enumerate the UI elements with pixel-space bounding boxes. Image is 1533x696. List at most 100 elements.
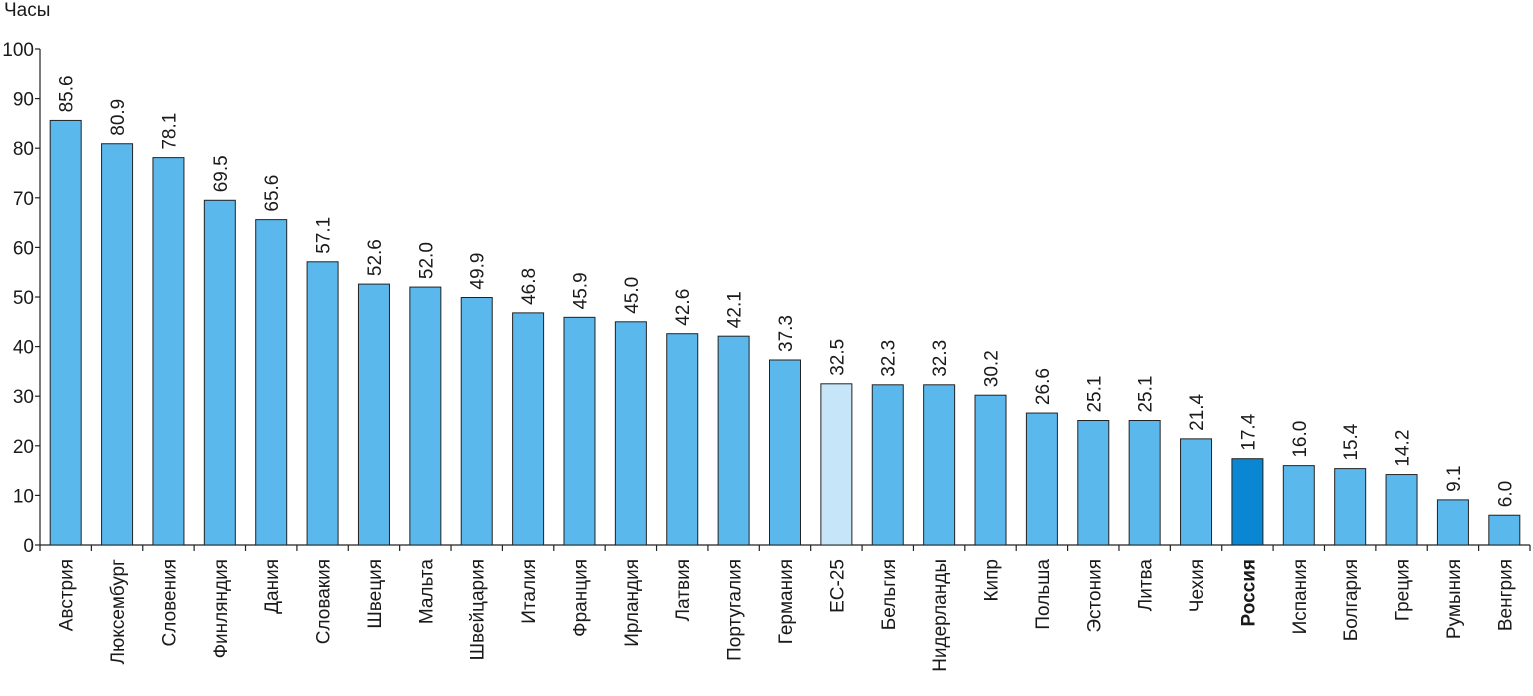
- category-label: Германия: [776, 559, 797, 644]
- bar: [512, 312, 545, 546]
- bar: [820, 383, 853, 546]
- category-label: Эстония: [1084, 559, 1105, 633]
- data-label: 49.9: [468, 253, 489, 290]
- category-label: Литва: [1136, 559, 1157, 612]
- bar: [1231, 458, 1264, 546]
- data-label: 45.9: [570, 272, 591, 309]
- y-tick-label: 20: [13, 437, 34, 458]
- category-label: Венгрия: [1495, 559, 1516, 631]
- category-label: Словения: [159, 559, 180, 646]
- data-label: 65.6: [262, 175, 283, 212]
- bar: [563, 316, 596, 546]
- bar: [203, 199, 236, 546]
- category-label: Чехия: [1187, 559, 1208, 612]
- data-label: 37.3: [776, 315, 797, 352]
- data-label: 78.1: [159, 113, 180, 150]
- category-label: Швейцария: [468, 559, 489, 660]
- data-label: 32.3: [879, 340, 900, 377]
- bar: [717, 335, 750, 546]
- data-label: 57.1: [314, 217, 335, 254]
- category-label: Греция: [1393, 559, 1414, 621]
- data-label: 69.5: [211, 155, 232, 192]
- bar: [255, 219, 288, 546]
- category-label: Испания: [1290, 559, 1311, 634]
- data-label: 32.5: [827, 339, 848, 376]
- data-label: 14.2: [1393, 430, 1414, 467]
- y-tick-label: 10: [13, 486, 34, 507]
- bar: [614, 321, 647, 546]
- bar: [923, 384, 956, 546]
- chart-category-labels: Австрия Люксембург Словения Финляндия Дания С…: [57, 559, 1517, 672]
- data-label: 26.6: [1033, 368, 1054, 405]
- data-label: 52.0: [416, 242, 437, 279]
- bar: [1025, 412, 1058, 546]
- category-label: Дания: [262, 559, 283, 614]
- category-label: Россия: [1238, 559, 1259, 626]
- category-label: Словакия: [314, 559, 335, 644]
- bar: [1128, 420, 1161, 546]
- category-label: Люксембург: [108, 559, 129, 664]
- bar: [1077, 420, 1110, 546]
- bar: [871, 384, 904, 546]
- bar: [101, 143, 134, 546]
- bar: [306, 261, 339, 546]
- category-label: Финляндия: [211, 559, 232, 658]
- category-label: Румыния: [1444, 559, 1465, 639]
- category-label: Мальта: [416, 559, 437, 625]
- bar: [666, 333, 699, 546]
- bar: [1385, 474, 1418, 546]
- data-label: 32.3: [930, 340, 951, 377]
- category-label: Болгария: [1341, 559, 1362, 641]
- chart-bars: [49, 119, 1521, 546]
- category-label: Португалия: [725, 559, 746, 661]
- category-label: Италия: [519, 559, 540, 624]
- bar: [1488, 514, 1521, 546]
- y-tick-label: 60: [13, 238, 34, 259]
- bar: [152, 157, 185, 546]
- bar: [357, 283, 390, 546]
- bar: [1436, 499, 1469, 546]
- data-label: 15.4: [1341, 423, 1362, 460]
- y-tick-label: 100: [2, 40, 34, 61]
- category-label: Швеция: [365, 559, 386, 629]
- bar: [409, 286, 442, 546]
- y-tick-label: 50: [13, 288, 34, 309]
- data-label: 9.1: [1444, 465, 1465, 491]
- bar: [1282, 465, 1315, 546]
- category-label: Латвия: [673, 559, 694, 621]
- category-label: Бельгия: [879, 559, 900, 630]
- category-label: Кипр: [982, 559, 1003, 602]
- data-label: 25.1: [1084, 376, 1105, 413]
- data-label: 6.0: [1495, 481, 1516, 507]
- data-label: 46.8: [519, 268, 540, 305]
- y-axis-title: Часы: [4, 0, 51, 21]
- y-tick-label: 30: [13, 387, 34, 408]
- data-label: 25.1: [1136, 376, 1157, 413]
- data-label: 42.1: [725, 291, 746, 328]
- data-label: 42.6: [673, 289, 694, 326]
- category-label: Австрия: [57, 559, 78, 631]
- category-label: Ирландия: [622, 559, 643, 647]
- category-label: Франция: [570, 559, 591, 637]
- y-tick-label: 0: [23, 536, 34, 557]
- y-tick-label: 40: [13, 338, 34, 359]
- data-label: 80.9: [108, 99, 129, 136]
- y-tick-label: 90: [13, 90, 34, 111]
- bar: [1180, 438, 1213, 546]
- bar: [974, 394, 1007, 546]
- y-tick-label: 70: [13, 189, 34, 210]
- bar: [49, 119, 82, 546]
- data-label: 52.6: [365, 239, 386, 276]
- chart-value-labels: 85.6 80.9 78.1 69.5 65.6 57.1 52.6 52.0 49.9 46.8…: [57, 75, 1517, 507]
- category-label: Нидерланды: [930, 559, 951, 672]
- data-label: 85.6: [57, 75, 78, 112]
- data-label: 16.0: [1290, 421, 1311, 458]
- bar: [769, 359, 801, 546]
- data-label: 17.4: [1238, 413, 1259, 450]
- category-label: ЕС-25: [827, 559, 848, 613]
- y-tick-label: 80: [13, 139, 34, 160]
- bar: [1334, 468, 1367, 546]
- data-label: 21.4: [1187, 393, 1208, 430]
- data-label: 30.2: [982, 350, 1003, 387]
